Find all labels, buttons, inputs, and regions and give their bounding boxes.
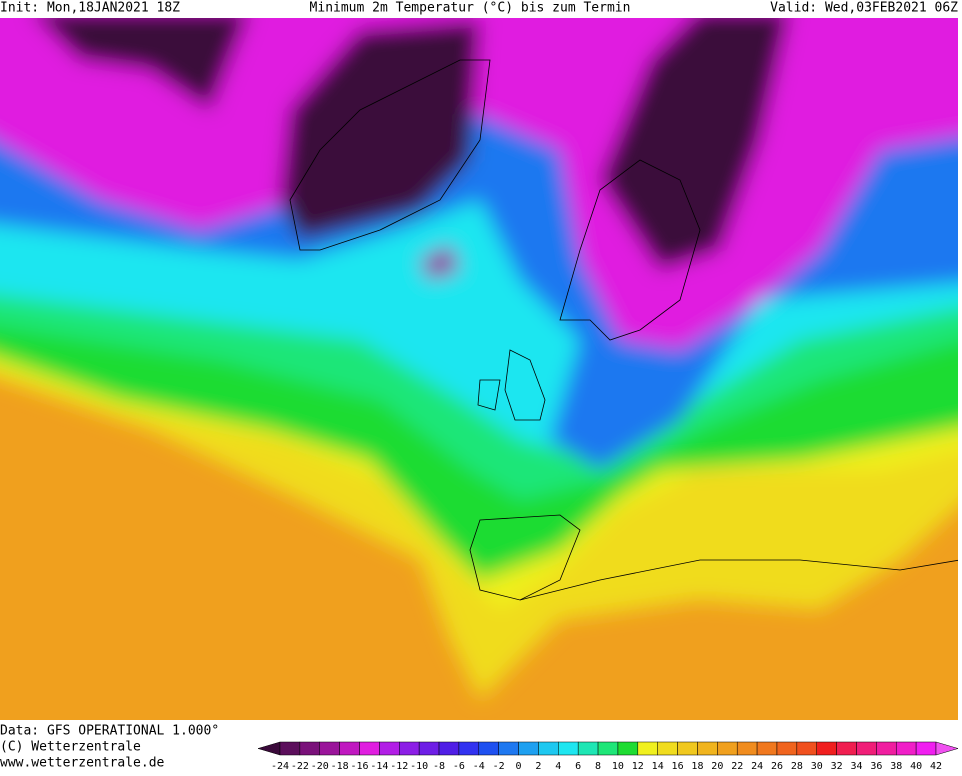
- scale-tick-label: -24: [271, 761, 289, 772]
- scale-tick-label: 10: [612, 761, 624, 772]
- scale-tick-label: 26: [771, 761, 783, 772]
- scale-tick-label: 14: [652, 761, 664, 772]
- scale-tick-label: -2: [493, 761, 505, 772]
- scale-tick-label: 6: [575, 761, 581, 772]
- scale-tick-label: 38: [890, 761, 902, 772]
- scale-box: [697, 741, 718, 756]
- scale-box: [379, 741, 400, 756]
- scale-box: [339, 741, 360, 756]
- scale-box: [736, 741, 758, 756]
- scale-box: [717, 741, 738, 756]
- scale-box: [677, 741, 698, 756]
- scale-box: [657, 741, 678, 756]
- scale-tick-label: 24: [751, 761, 763, 772]
- scale-box: [617, 741, 639, 756]
- scale-box: [637, 741, 658, 756]
- scale-box: [915, 741, 937, 756]
- scale-box: [319, 741, 340, 756]
- color-scale: -24 -22 -20 -18 -16 -14 -12 -10 -8 -6 -4 -2 0 2 4 6 8 10 1…: [257, 741, 959, 772]
- scale-tick-label: 32: [831, 761, 843, 772]
- scale-tick-label: -22: [291, 761, 309, 772]
- scale-arrow-low: [257, 741, 281, 756]
- init-label: Init: Mon,18JAN2021 18Z: [0, 1, 180, 16]
- scale-box: [518, 741, 539, 756]
- scale-tick-label: 18: [691, 761, 703, 772]
- scale-box: [299, 741, 321, 756]
- scale-box: [856, 741, 877, 756]
- scale-tick-label: 20: [711, 761, 723, 772]
- website: www.wetterzentrale.de: [0, 756, 165, 771]
- scale-box: [458, 741, 480, 756]
- scale-box: [796, 741, 817, 756]
- scale-box: [399, 741, 420, 756]
- scale-tick-label: -4: [473, 761, 485, 772]
- scale-tick-label: 4: [555, 761, 561, 772]
- scale-box: [876, 741, 897, 756]
- scale-box: [279, 741, 301, 756]
- scale-box: [577, 741, 599, 756]
- scale-box: [895, 741, 917, 756]
- scale-tick-label: -14: [370, 761, 388, 772]
- scale-tick-label: 28: [791, 761, 803, 772]
- scale-tick-label: 40: [910, 761, 922, 772]
- scale-tick-label: 36: [870, 761, 882, 772]
- scale-tick-label: 16: [672, 761, 684, 772]
- scale-arrow-high: [935, 741, 959, 756]
- scale-tick-label: -8: [433, 761, 445, 772]
- scale-tick-label: -18: [331, 761, 349, 772]
- scale-box: [558, 741, 579, 756]
- scale-box: [498, 741, 519, 756]
- scale-tick-label: -10: [410, 761, 428, 772]
- scale-tick-label: 0: [516, 761, 522, 772]
- scale-box: [597, 741, 619, 756]
- scale-tick-label: 22: [731, 761, 743, 772]
- scale-tick-label: 42: [930, 761, 942, 772]
- data-source: Data: GFS OPERATIONAL 1.000°: [0, 724, 219, 739]
- copyright: (C) Wetterzentrale: [0, 740, 141, 755]
- map-title: Minimum 2m Temperatur (°C) bis zum Termi…: [310, 1, 631, 16]
- scale-tick-label: 8: [595, 761, 601, 772]
- scale-box: [756, 741, 778, 756]
- scale-tick-label: -16: [350, 761, 368, 772]
- scale-tick-label: 12: [632, 761, 644, 772]
- scale-tick-label: 34: [850, 761, 862, 772]
- scale-box: [359, 741, 380, 756]
- scale-box: [776, 741, 798, 756]
- scale-tick-label: -6: [453, 761, 465, 772]
- valid-label: Valid: Wed,03FEB2021 06Z: [770, 1, 958, 16]
- scale-tick-label: -20: [311, 761, 329, 772]
- scale-tick-label: 2: [535, 761, 541, 772]
- scale-box: [438, 741, 460, 756]
- scale-box: [836, 741, 857, 756]
- scale-box: [538, 741, 559, 756]
- scale-box: [478, 741, 499, 756]
- scale-box: [418, 741, 440, 756]
- scale-tick-label: -12: [390, 761, 408, 772]
- temperature-map: [0, 18, 958, 720]
- scale-tick-label: 30: [811, 761, 823, 772]
- scale-box: [816, 741, 837, 756]
